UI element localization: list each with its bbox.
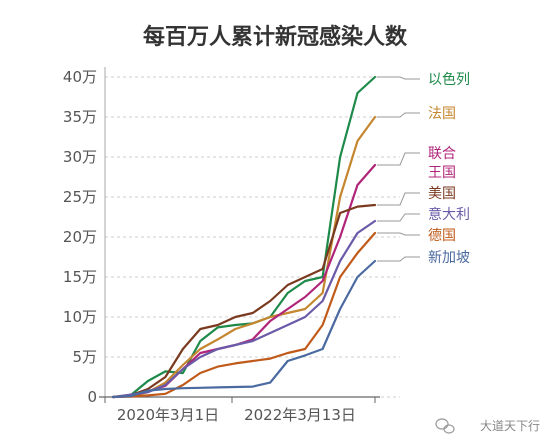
- series-line: [111, 231, 377, 399]
- legend-leader-line: [377, 232, 420, 236]
- legend-label: 新加坡: [428, 250, 470, 266]
- x-axis: 2020年3月1日 2022年3月13日: [104, 397, 376, 424]
- grid: [99, 67, 400, 403]
- y-tick-label: 40万: [63, 68, 97, 86]
- legend-label: 王国: [428, 165, 456, 181]
- y-tick-label: 25万: [63, 188, 97, 206]
- series-line: [111, 115, 377, 399]
- y-tick-label: 0: [87, 388, 97, 406]
- y-tick-label: 5万: [72, 348, 97, 366]
- x-tick-label: 2022年3月13日: [244, 406, 356, 424]
- y-tick-label: 30万: [63, 148, 97, 166]
- series-line: [111, 259, 377, 399]
- series-line: [111, 75, 377, 399]
- legend-label: 意大利: [428, 206, 470, 223]
- legend-leader-line: [377, 256, 420, 262]
- legend-leader-line: [377, 112, 420, 118]
- plot-area: [111, 75, 377, 399]
- y-tick-label: 10万: [63, 308, 97, 326]
- chart-title: 每百万人累计新冠感染人数: [143, 24, 408, 50]
- series-line: [111, 219, 377, 399]
- legend-leader-line: [377, 76, 420, 80]
- legend-label: 法国: [428, 106, 456, 122]
- wechat-logo-icon: [435, 418, 455, 434]
- y-axis: 0 5万 10万 15万 20万 25万 30万 35万 40万: [63, 68, 97, 406]
- watermark-text: 大道天下行: [480, 419, 540, 433]
- legend-leader-line: [377, 192, 420, 206]
- y-tick-label: 15万: [63, 268, 97, 286]
- legend-label: 德国: [428, 228, 456, 244]
- series-line: [111, 203, 377, 399]
- legend-label: 美国: [428, 186, 456, 202]
- legend-leader-line: [377, 152, 420, 166]
- y-tick-label: 35万: [63, 108, 97, 126]
- y-tick-label: 20万: [63, 228, 97, 246]
- legend-leader-line: [377, 213, 420, 222]
- x-tick-label: 2020年3月1日: [117, 406, 219, 424]
- legend-label: 联合: [428, 146, 456, 162]
- legend-label: 以色列: [428, 71, 470, 88]
